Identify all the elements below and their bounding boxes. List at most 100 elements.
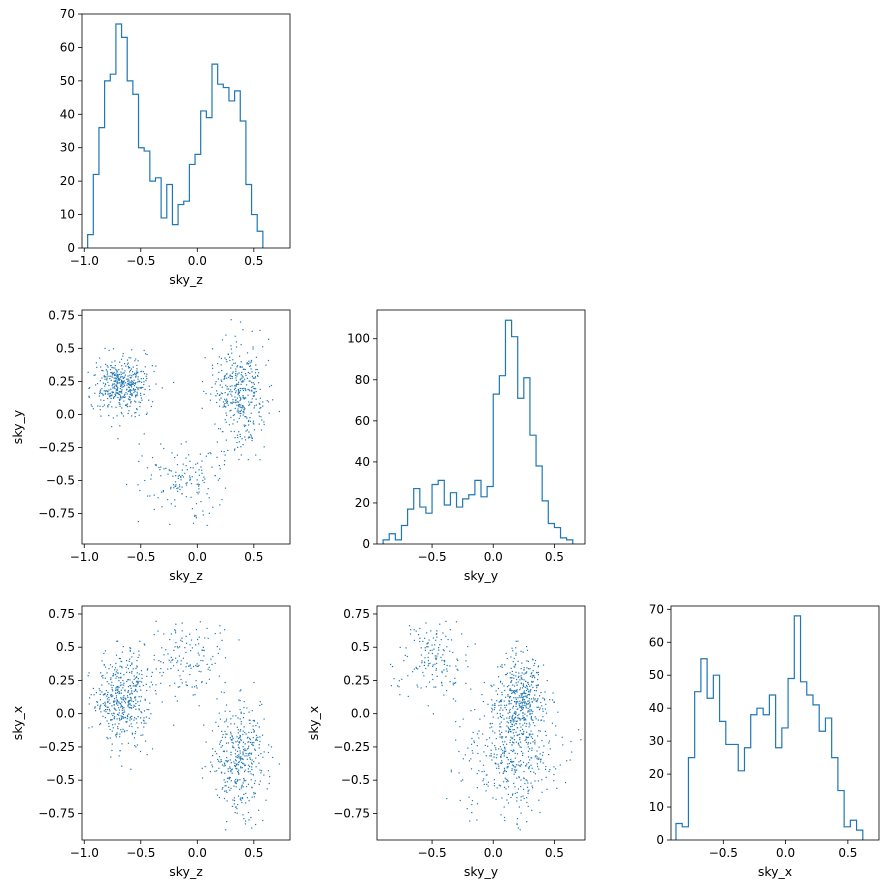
scatter-point: [110, 394, 112, 396]
scatter-point: [124, 690, 126, 692]
scatter-point: [132, 374, 134, 376]
scatter-point: [131, 681, 133, 683]
scatter-point: [136, 744, 139, 746]
scatter-point: [122, 679, 124, 682]
scatter-point: [246, 748, 249, 750]
scatter-point: [220, 392, 222, 394]
scatter-point: [233, 797, 236, 799]
scatter-point: [507, 780, 509, 782]
scatter-point: [142, 371, 145, 373]
scatter-point: [514, 693, 516, 695]
scatter-point: [132, 682, 134, 685]
histogram-bin: [794, 616, 800, 840]
scatter-point: [130, 402, 132, 404]
scatter-point: [231, 402, 233, 405]
scatter-point: [189, 665, 191, 667]
scatter-point: [511, 690, 513, 692]
histogram-bin: [744, 748, 750, 840]
scatter-point: [131, 380, 133, 382]
scatter-point: [116, 689, 119, 691]
scatter-point: [161, 647, 163, 649]
scatter-point: [176, 454, 178, 456]
scatter-point: [201, 381, 204, 383]
scatter-point: [129, 717, 131, 719]
scatter-point: [523, 669, 525, 671]
scatter-point: [205, 455, 207, 457]
scatter-point: [513, 739, 516, 741]
scatter-point: [523, 667, 525, 669]
scatter-point: [99, 705, 101, 707]
scatter-point: [192, 694, 194, 696]
histogram-bin: [420, 507, 426, 544]
scatter-point: [118, 398, 121, 400]
scatter-point: [232, 399, 234, 401]
scatter-point: [536, 763, 538, 765]
scatter-point: [519, 765, 521, 767]
scatter-point: [258, 411, 260, 414]
scatter-point: [479, 760, 481, 762]
scatter-point: [523, 771, 525, 773]
scatter-point: [226, 377, 228, 379]
scatter-point: [522, 715, 524, 717]
scatter-point: [435, 633, 437, 635]
scatter-point: [230, 718, 232, 720]
scatter-point: [415, 667, 418, 669]
scatter-point: [534, 743, 536, 745]
scatter-point: [130, 368, 133, 370]
scatter-point: [122, 645, 124, 648]
scatter-point: [197, 652, 199, 654]
scatter-point: [542, 708, 544, 710]
scatter-point: [514, 786, 516, 788]
histogram-bin: [240, 121, 246, 248]
scatter-point: [217, 363, 219, 365]
histogram-bin: [776, 748, 782, 840]
scatter-point: [176, 700, 178, 702]
scatter-point: [221, 386, 223, 388]
scatter-point: [528, 690, 530, 692]
scatter-point: [520, 796, 522, 798]
scatter-point: [123, 684, 125, 686]
scatter-point: [89, 387, 91, 389]
scatter-point: [244, 439, 247, 441]
scatter-point: [244, 397, 246, 399]
scatter-point: [232, 742, 234, 744]
scatter-point: [224, 357, 226, 359]
scatter-point: [114, 689, 117, 692]
scatter-point: [240, 720, 242, 723]
scatter-point: [135, 394, 137, 396]
scatter-point: [130, 768, 132, 770]
scatter-point: [507, 731, 510, 733]
scatter-point: [116, 369, 118, 371]
scatter-point: [224, 772, 226, 774]
scatter-point: [128, 386, 130, 389]
scatter-point: [506, 756, 508, 759]
scatter-point: [472, 752, 474, 754]
scatter-point: [107, 397, 109, 400]
scatter-point: [267, 770, 270, 772]
scatter-point: [248, 765, 251, 768]
scatter-point: [250, 816, 252, 819]
scatter-point: [515, 741, 517, 743]
scatter-point: [527, 710, 529, 712]
scatter-point: [422, 640, 424, 642]
scatter-point: [241, 407, 243, 409]
scatter-point: [242, 414, 244, 416]
scatter-point: [465, 660, 467, 662]
scatter-point: [125, 382, 127, 384]
histogram-bin: [401, 526, 407, 544]
scatter-point: [450, 771, 452, 773]
scatter-point: [516, 684, 518, 686]
scatter-point: [476, 733, 479, 735]
scatter-point: [516, 823, 518, 825]
scatter-point: [248, 380, 250, 382]
scatter-point: [251, 710, 253, 712]
scatter-point: [135, 374, 137, 376]
scatter-point: [529, 702, 531, 704]
scatter-point: [133, 385, 136, 387]
x-tick-label: 0.0: [484, 550, 503, 564]
scatter-point: [150, 474, 153, 476]
histogram-bin: [161, 218, 167, 248]
scatter-point: [203, 390, 205, 393]
scatter-point: [243, 409, 245, 411]
scatter-point: [201, 681, 203, 683]
